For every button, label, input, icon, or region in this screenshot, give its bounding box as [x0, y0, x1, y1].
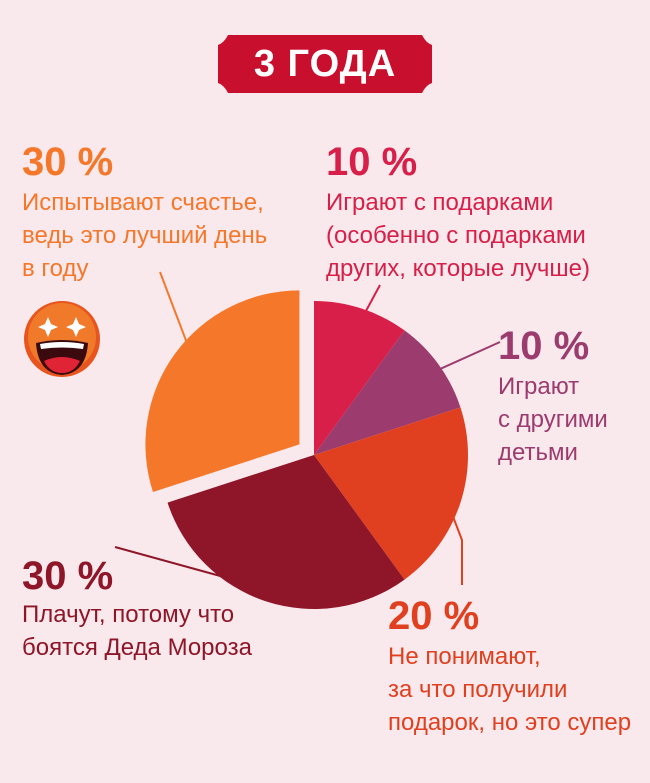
slice-1-line-1: Играют с подарками: [326, 189, 554, 216]
slice-1-description: Играют с подарками (особенно с подарками…: [326, 186, 590, 285]
slice-4-line-2: боятся Деда Мороза: [22, 634, 252, 661]
slice-4-line-1: Плачут, потому что: [22, 601, 235, 628]
leader-line-2: [419, 341, 501, 379]
slice-5-description: Испытывают счастье, ведь это лучший день…: [22, 186, 267, 285]
slice-1-line-3: других, которые лучше): [326, 255, 590, 282]
leader-line-5: [159, 271, 199, 371]
leader-line-4: [114, 546, 271, 591]
slice-3-line-3: подарок, но это супер: [388, 709, 632, 736]
pie-slice-1: [314, 301, 405, 455]
slice-4-description: Плачут, потому что боятся Деда Мороза: [22, 598, 252, 664]
slice-2-percent: 10 %: [498, 324, 590, 368]
slice-1-percent: 10 %: [326, 140, 418, 184]
slice-2-line-2: с другими: [498, 406, 608, 433]
slice-3-line-1: Не понимают,: [388, 643, 541, 670]
slice-2-line-1: Играют: [498, 373, 580, 400]
pie-slice-2: [314, 330, 461, 455]
page-title: 3 ГОДА: [253, 43, 397, 85]
slice-1-line-2: (особенно с подарками: [326, 222, 586, 249]
slice-3-description: Не понимают, за что получили подарок, но…: [388, 640, 631, 739]
pie-slice-4: [167, 455, 405, 609]
slice-3-percent: 20 %: [388, 594, 480, 638]
slice-5-line-1: Испытывают счастье,: [22, 189, 264, 216]
slice-3-line-2: за что получили: [388, 676, 568, 703]
pie-slice-5: [145, 290, 300, 493]
slice-5-line-3: в году: [22, 255, 89, 282]
leader-line-3: [444, 497, 463, 585]
slice-2-line-3: детьми: [498, 439, 578, 466]
pie-slice-3: [314, 407, 469, 580]
slice-5-percent: 30 %: [22, 140, 114, 184]
slice-5-line-2: ведь это лучший день: [22, 222, 268, 249]
slice-2-description: Играют с другими детьми: [498, 370, 608, 469]
leader-line-1: [352, 284, 381, 336]
happy-face-icon: [24, 301, 100, 377]
title-badge-shape: [218, 35, 432, 93]
title-badge: 3 ГОДА: [218, 35, 432, 93]
slice-4-percent: 30 %: [22, 554, 114, 598]
